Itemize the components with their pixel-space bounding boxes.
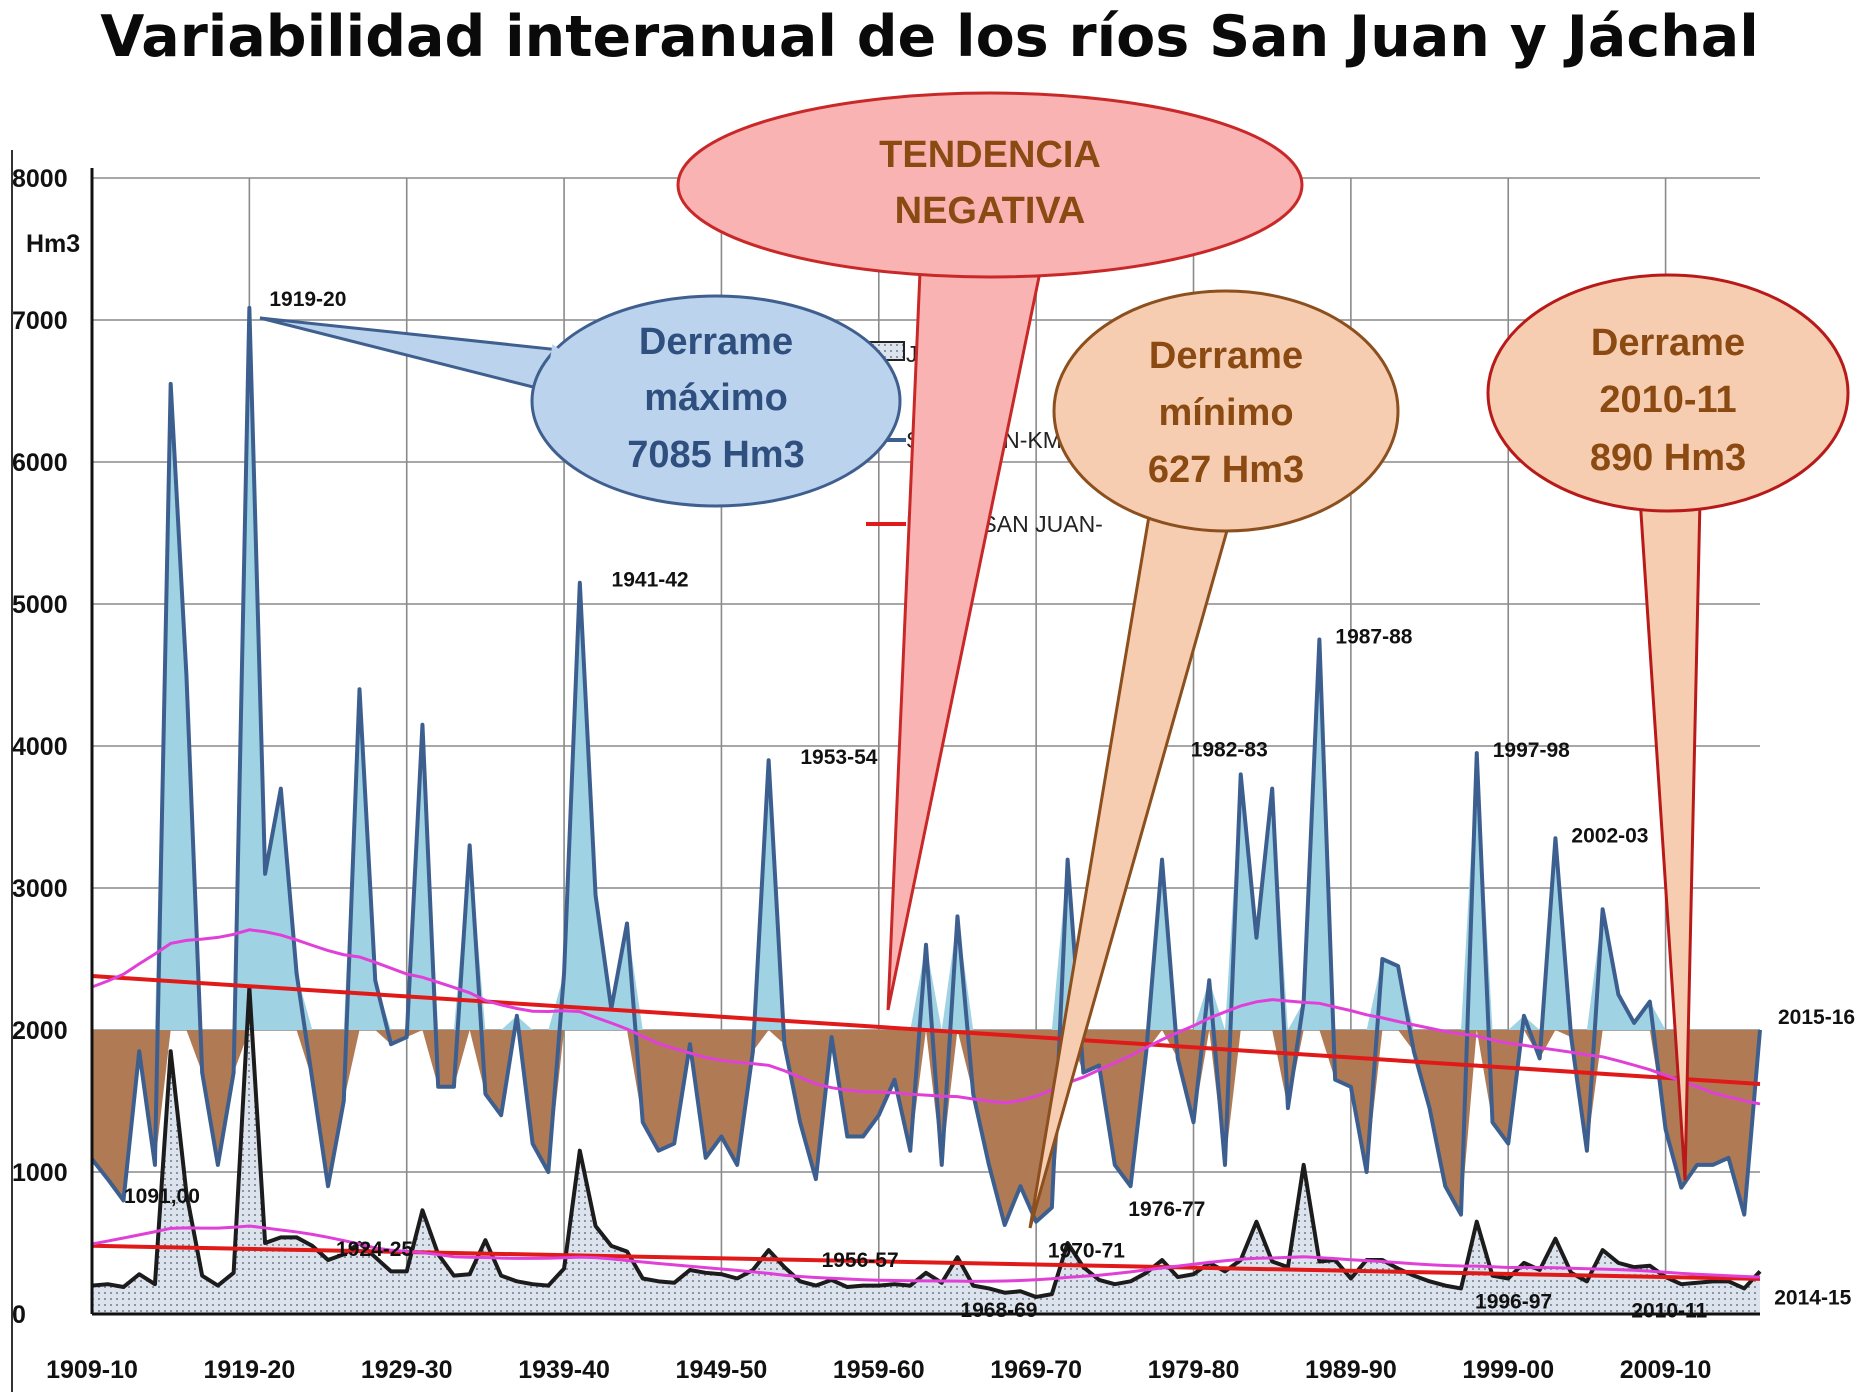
chart-title: Variabilidad interanual de los ríos San … bbox=[100, 4, 1759, 70]
annotation-1919-20: 1919-20 bbox=[269, 288, 346, 311]
callout-bubble bbox=[1052, 289, 1400, 533]
callout-3: Derrame 2010-11 890 Hm3 bbox=[1486, 273, 1850, 1181]
y-tick-label: 6000 bbox=[12, 449, 68, 477]
y-tick-label: 4000 bbox=[12, 733, 68, 761]
san-juan-line bbox=[90, 305, 1762, 1227]
x-tick-label: 1979-80 bbox=[1148, 1356, 1240, 1384]
annotation-1982-83: 1982-83 bbox=[1191, 738, 1268, 761]
y-tick-label: 8000 bbox=[12, 165, 68, 193]
callout-text-line: 627 Hm3 bbox=[1148, 449, 1304, 491]
axes bbox=[11, 150, 1760, 1392]
callout-text-line: Derrame bbox=[1591, 322, 1745, 364]
annotation-2014-15: 2014-15 bbox=[1774, 1287, 1851, 1310]
callout-pointer bbox=[886, 270, 1042, 1011]
annotation-1970-71: 1970-71 bbox=[1048, 1240, 1125, 1263]
annotation-2010-11: 2010-11 bbox=[1631, 1300, 1707, 1323]
san-juan-surplus-fill bbox=[92, 307, 1760, 1030]
jachal-area-fill bbox=[92, 987, 1760, 1314]
callout-joint bbox=[545, 344, 560, 390]
x-tick-label: 1909-10 bbox=[46, 1356, 138, 1384]
annotation-1953-54: 1953-54 bbox=[800, 746, 877, 769]
callout-text-line: NEGATIVA bbox=[895, 190, 1086, 232]
annotation-2015-16: 2015-16 bbox=[1778, 1006, 1855, 1029]
x-tick-label: 1949-50 bbox=[676, 1356, 768, 1384]
callout-text-line: mínimo bbox=[1158, 392, 1293, 434]
y-tick-label: 0 bbox=[12, 1301, 26, 1329]
x-tick-label: 1989-90 bbox=[1305, 1356, 1397, 1384]
tick-labels: 0 1000 2000 3000 4000 5000 6000 7000 8000 Hm3 1909… bbox=[12, 165, 1711, 1384]
callout-text-line: 7085 Hm3 bbox=[627, 434, 804, 476]
jachal-polynomial-trend bbox=[91, 1224, 1761, 1283]
area-fills bbox=[92, 307, 1760, 1314]
x-tick-label: 1969-70 bbox=[990, 1356, 1082, 1384]
callout-0: TENDENCIA NEGATIVA bbox=[676, 91, 1304, 1011]
callout-text-line: Derrame bbox=[639, 321, 793, 363]
y-axis-label: Hm3 bbox=[26, 230, 80, 258]
x-tick-label: 1959-60 bbox=[833, 1356, 925, 1384]
callout-text-line: 2010-11 bbox=[1599, 379, 1736, 421]
callout-bubble bbox=[676, 91, 1304, 279]
san-juan-deficit-fill bbox=[92, 1030, 1760, 1225]
san-juan-trend-line bbox=[91, 974, 1761, 1086]
callout-joint bbox=[1640, 492, 1700, 500]
annotation-1941-42: 1941-42 bbox=[612, 569, 689, 592]
annotation-1987-88: 1987-88 bbox=[1335, 626, 1412, 649]
y-tick-label: 2000 bbox=[12, 1017, 68, 1045]
annotation-1956-57: 1956-57 bbox=[822, 1249, 899, 1272]
callout-bubble bbox=[1486, 273, 1850, 513]
callout-2: Derrame mínimo 627 Hm3 bbox=[1028, 289, 1400, 1229]
x-tick-label: 2009-10 bbox=[1620, 1356, 1712, 1384]
annotation-1924-25: 1924-25 bbox=[336, 1238, 413, 1261]
jachal-trend-line bbox=[91, 1243, 1761, 1281]
callout-text-line: 890 Hm3 bbox=[1590, 437, 1746, 479]
callout-joint bbox=[920, 266, 1040, 272]
x-tick-label: 1919-20 bbox=[203, 1356, 295, 1384]
callout-text-line: TENDENCIA bbox=[879, 134, 1101, 176]
callout-1: Derrame máximo 7085 Hm3 bbox=[259, 294, 902, 508]
callout-text-line: máximo bbox=[644, 377, 788, 419]
y-tick-label: 7000 bbox=[12, 307, 68, 335]
callout-pointer bbox=[259, 316, 563, 392]
annotation-2002-03: 2002-03 bbox=[1571, 824, 1648, 847]
x-tick-label: 1999-00 bbox=[1462, 1356, 1554, 1384]
series-lines bbox=[90, 305, 1762, 1299]
x-tick-label: 1939-40 bbox=[518, 1356, 610, 1384]
y-tick-label: 5000 bbox=[12, 591, 68, 619]
san-juan-polynomial-trend bbox=[91, 928, 1761, 1106]
annotation-1091,00: 1091,00 bbox=[124, 1185, 200, 1208]
annotation-1976-77: 1976-77 bbox=[1128, 1198, 1205, 1221]
callout-text-line: Derrame bbox=[1149, 335, 1303, 377]
callout-bubble bbox=[530, 294, 902, 508]
y-tick-label: 1000 bbox=[12, 1159, 68, 1187]
annotation-1968-69: 1968-69 bbox=[960, 1299, 1037, 1322]
data-annotations: 1919-20 1941-42 1953-54 1982-83 1987-88 1997-… bbox=[124, 288, 1855, 1323]
callout-joint bbox=[1150, 504, 1230, 520]
annotation-1997-98: 1997-98 bbox=[1493, 739, 1570, 762]
y-tick-label: 3000 bbox=[12, 875, 68, 903]
annotation-1996-97: 1996-97 bbox=[1475, 1291, 1552, 1314]
x-tick-label: 1929-30 bbox=[361, 1356, 453, 1384]
